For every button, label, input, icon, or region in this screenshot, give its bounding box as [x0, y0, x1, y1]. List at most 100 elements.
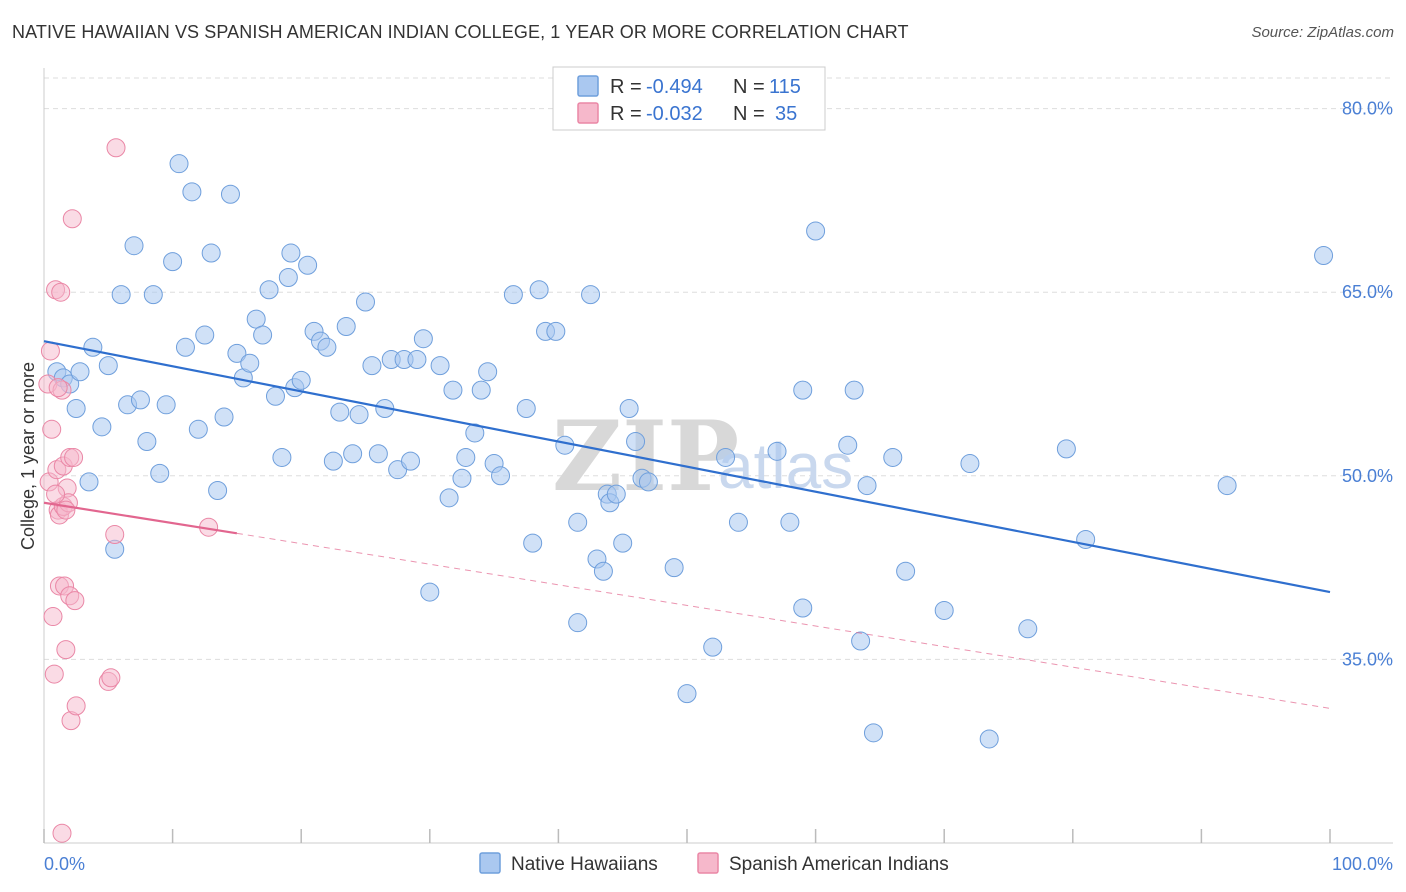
point-native-hawaiians [844, 380, 864, 400]
y-tick-label-2: 65.0% [1342, 282, 1393, 302]
point-native-hawaiians [281, 243, 301, 263]
point-native-hawaiians [79, 472, 99, 492]
legend-swatch-blue [577, 75, 599, 97]
point-spanish-american-indians [65, 591, 85, 611]
point-spanish-american-indians [52, 823, 72, 843]
point-native-hawaiians [960, 454, 980, 474]
point-native-hawaiians [568, 613, 588, 633]
point-native-hawaiians [420, 582, 440, 602]
point-native-hawaiians [214, 407, 234, 427]
point-native-hawaiians [883, 447, 903, 467]
point-native-hawaiians [456, 447, 476, 467]
point-native-hawaiians [430, 356, 450, 376]
point-native-hawaiians [619, 398, 639, 418]
point-native-hawaiians [979, 729, 999, 749]
x-tick-label-1: 100.0% [1332, 854, 1393, 874]
point-native-hawaiians [546, 321, 566, 341]
point-native-hawaiians [581, 285, 601, 305]
trend-line-native-hawaiians [43, 340, 1331, 594]
legend-r-label-1: R = [610, 103, 642, 125]
point-native-hawaiians [220, 184, 240, 204]
point-native-hawaiians [208, 480, 228, 500]
point-native-hawaiians [240, 353, 260, 373]
point-native-hawaiians [523, 533, 543, 553]
point-native-hawaiians [838, 435, 858, 455]
point-native-hawaiians [606, 484, 626, 504]
point-native-hawaiians [767, 441, 787, 461]
point-native-hawaiians [298, 255, 318, 275]
legend-label-native-hawaiians: Native Hawaiians [511, 854, 658, 875]
trend-lines [43, 340, 1331, 709]
point-native-hawaiians [593, 561, 613, 581]
legend-r-value-1: -0.032 [646, 103, 703, 125]
point-native-hawaiians [188, 419, 208, 439]
point-native-hawaiians [728, 512, 748, 532]
point-native-hawaiians [278, 268, 298, 288]
point-native-hawaiians [851, 631, 871, 651]
point-native-hawaiians [1314, 245, 1334, 265]
point-native-hawaiians [516, 398, 536, 418]
point-native-hawaiians [246, 309, 266, 329]
point-native-hawaiians [169, 154, 189, 174]
legend-swatch-native-hawaiians [479, 852, 501, 874]
point-native-hawaiians [664, 558, 684, 578]
point-native-hawaiians [465, 423, 485, 443]
watermark-atlas: atlas [718, 430, 853, 502]
legend-r-label-0: R = [610, 76, 642, 98]
point-spanish-american-indians [56, 500, 76, 520]
series-native-hawaiians [47, 154, 1334, 749]
point-native-hawaiians [362, 356, 382, 376]
point-native-hawaiians [407, 350, 427, 370]
point-native-hawaiians [259, 280, 279, 300]
point-native-hawaiians [150, 463, 170, 483]
point-native-hawaiians [98, 356, 118, 376]
point-native-hawaiians [66, 398, 86, 418]
legend-swatch-pink [577, 102, 599, 124]
point-native-hawaiians [793, 598, 813, 618]
point-native-hawaiians [182, 182, 202, 202]
point-native-hawaiians [336, 316, 356, 336]
chart-title: NATIVE HAWAIIAN VS SPANISH AMERICAN INDI… [12, 22, 909, 42]
point-native-hawaiians [70, 362, 90, 382]
point-native-hawaiians [111, 285, 131, 305]
point-native-hawaiians [1217, 476, 1237, 496]
x-tick-labels: 0.0% 100.0% [44, 854, 1393, 874]
point-spanish-american-indians [42, 419, 62, 439]
point-spanish-american-indians [106, 138, 126, 158]
legend-n-label-1: N = [733, 103, 765, 125]
point-native-hawaiians [1056, 439, 1076, 459]
legend-n-value-1: 35 [775, 103, 797, 125]
point-native-hawaiians [401, 451, 421, 471]
y-axis-label: College, 1 year or more [18, 362, 38, 550]
point-spanish-american-indians [56, 640, 76, 660]
point-spanish-american-indians [43, 607, 63, 627]
point-native-hawaiians [356, 292, 375, 312]
point-native-hawaiians [677, 684, 697, 704]
legend-label-spanish-american-indians: Spanish American Indians [729, 854, 949, 875]
point-spanish-american-indians [62, 209, 82, 229]
point-native-hawaiians [413, 329, 433, 349]
point-native-hawaiians [330, 402, 350, 422]
point-native-hawaiians [130, 390, 150, 410]
watermark-zip: ZIP [552, 400, 739, 513]
point-native-hawaiians [863, 723, 883, 743]
point-native-hawaiians [443, 380, 463, 400]
point-native-hawaiians [716, 447, 736, 467]
point-native-hawaiians [491, 466, 511, 486]
y-tick-label-0: 35.0% [1342, 649, 1393, 669]
series-legend: Native Hawaiians Spanish American Indian… [479, 852, 949, 875]
legend-swatch-spanish-american-indians [697, 852, 719, 874]
point-native-hawaiians [253, 325, 273, 345]
point-spanish-american-indians [64, 447, 84, 467]
point-native-hawaiians [368, 444, 388, 464]
point-native-hawaiians [195, 325, 215, 345]
point-native-hawaiians [92, 417, 112, 437]
point-native-hawaiians [201, 243, 221, 263]
point-spanish-american-indians [66, 696, 86, 716]
point-native-hawaiians [1018, 619, 1038, 639]
trend-line-spanish-american-indians-extrapolated [236, 532, 1331, 709]
point-native-hawaiians [503, 285, 523, 305]
point-native-hawaiians [471, 380, 491, 400]
point-native-hawaiians [452, 468, 472, 488]
watermark: ZIP atlas [552, 400, 853, 513]
